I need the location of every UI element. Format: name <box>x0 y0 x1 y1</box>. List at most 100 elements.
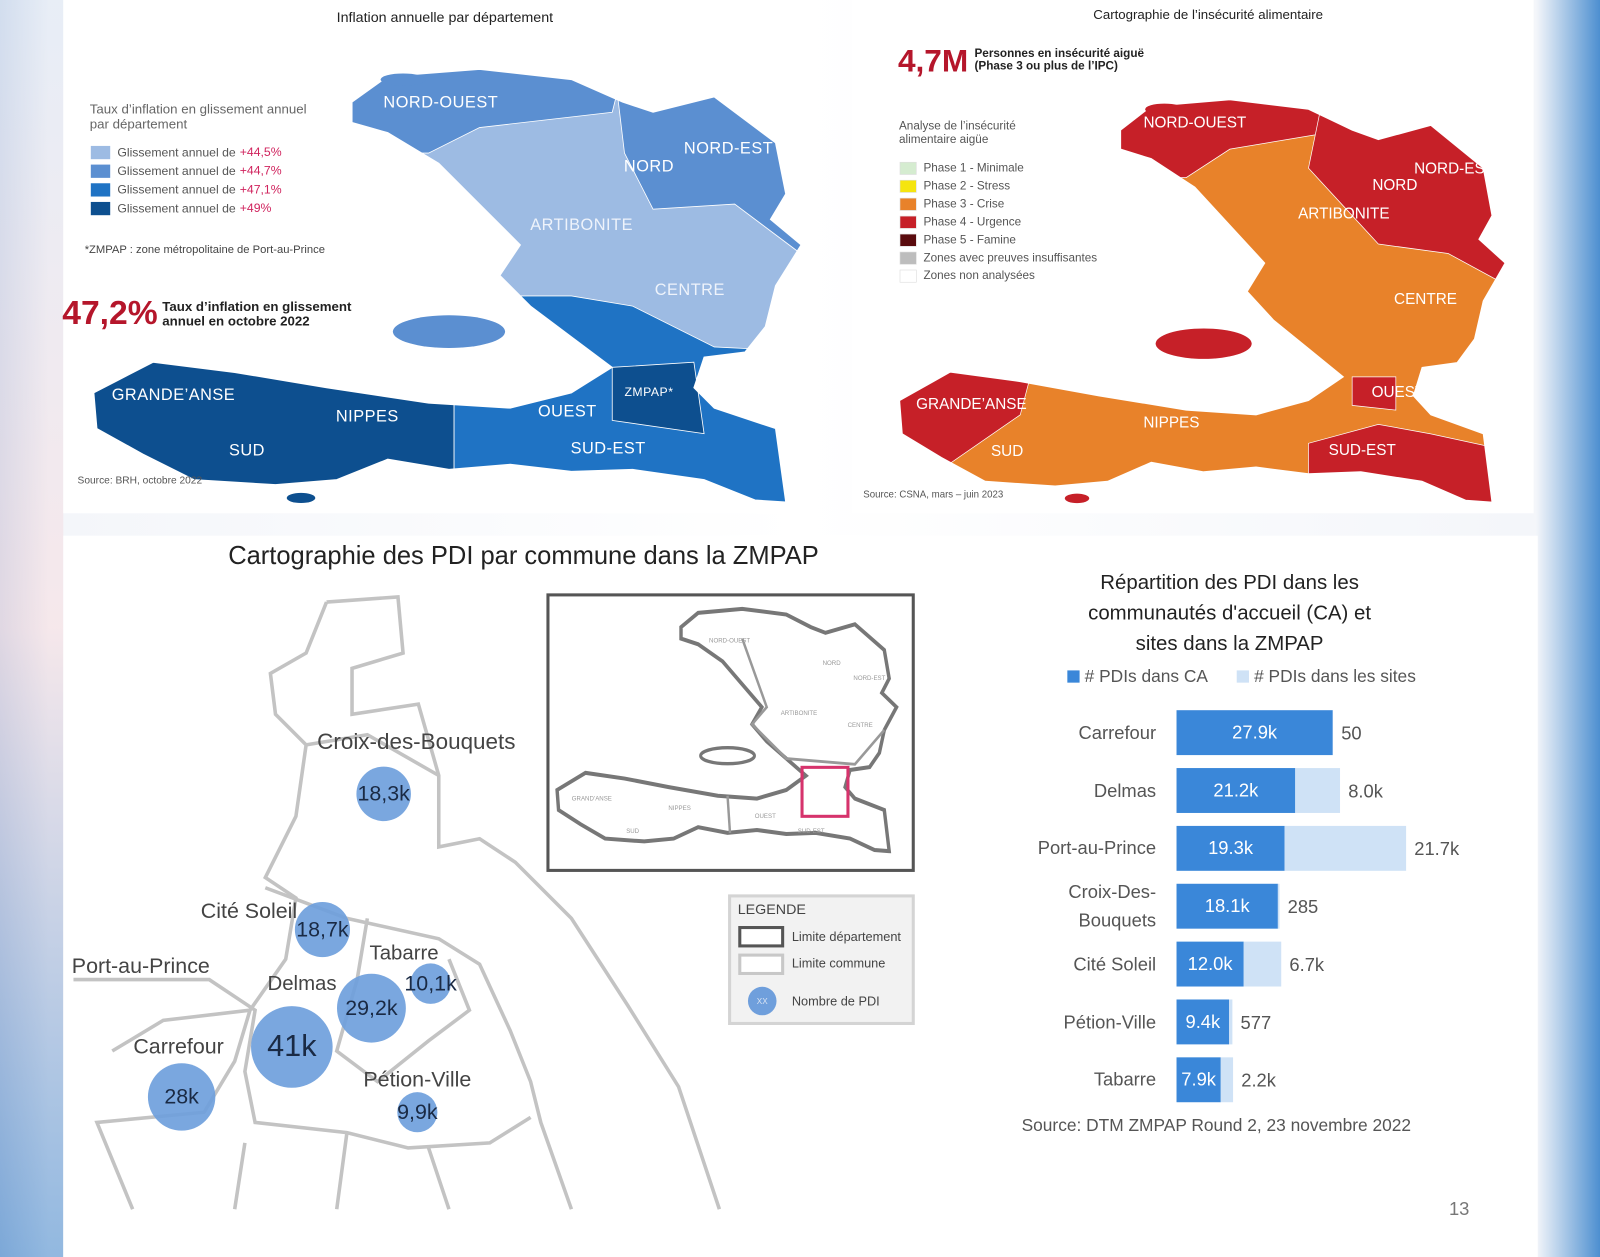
bar <box>1295 768 1341 813</box>
value-label: 6.7k <box>1289 954 1325 975</box>
region-label: SUD-EST <box>1329 442 1396 459</box>
pdi-bubble <box>336 973 406 1043</box>
value-label: 9.4k <box>1185 1011 1221 1032</box>
inset-label: SUD <box>626 828 639 835</box>
commune-name: Port-au-Prince <box>72 954 210 978</box>
inset-label: OUEST <box>755 813 776 820</box>
legend-swatch <box>899 179 917 193</box>
y-tick-label: Croix-Des-Bouquets <box>1068 881 1157 931</box>
value-label: 12.0k <box>1188 953 1234 974</box>
legend-value: +44,5% <box>240 145 282 159</box>
legend-label: Glissement annuel de +49% <box>117 201 271 215</box>
region-label: CENTRE <box>1394 291 1457 308</box>
legend-swatch <box>899 215 917 229</box>
commune-boundary <box>264 886 574 1210</box>
map-title: Cartographie de l’insécurité alimentaire <box>1093 7 1323 22</box>
bar <box>1176 825 1285 871</box>
legend-value: +44,7% <box>240 164 282 178</box>
outline <box>93 68 802 503</box>
legend-symbol <box>738 926 785 948</box>
pdi-bubble <box>397 1092 438 1133</box>
legend-swatch <box>899 251 917 265</box>
zoom-box <box>800 765 850 818</box>
legend-swatch <box>899 197 917 211</box>
legend-label: Zones avec preuves insuffisantes <box>923 251 1097 264</box>
legend-value: +47,1% <box>240 183 282 197</box>
region-label: NORD <box>1372 177 1417 194</box>
bubble-label: 10,1k <box>404 971 457 995</box>
legend-label: Zones non analysées <box>923 269 1035 282</box>
legend-swatch <box>899 161 917 175</box>
region-label: NORD-EST <box>1414 160 1494 177</box>
legend-swatch <box>90 201 111 216</box>
value-label: 21.7k <box>1414 838 1460 859</box>
legend-label: Glissement annuel de +44,5% <box>117 145 281 159</box>
inset-label: SUD-EST <box>798 828 825 835</box>
chart-title: Répartition des PDI dans les communautés… <box>1088 571 1372 656</box>
page-number: 13 <box>1449 1198 1469 1219</box>
source: Source: BRH, octobre 2022 <box>78 475 203 486</box>
value-label: 19.3k <box>1208 837 1254 858</box>
region-label: GRANDE’ANSE <box>916 396 1027 413</box>
note: *ZMPAP : zone métropolitaine de Port-au-… <box>85 244 325 256</box>
value-label: 8.0k <box>1348 780 1384 801</box>
bar <box>1176 999 1230 1045</box>
pdi-bubble <box>410 963 451 1004</box>
bar <box>1284 825 1407 871</box>
bubble-label: 18,3k <box>357 782 410 806</box>
inset-label: CENTRE <box>848 722 873 729</box>
region-label: NIPPES <box>1143 415 1199 432</box>
value-label: 285 <box>1288 896 1319 917</box>
region <box>1351 376 1397 411</box>
y-tick-label: Port-au-Prince <box>1037 838 1157 859</box>
legend-symbol <box>738 953 785 975</box>
bar <box>1176 1057 1221 1103</box>
region-label: NORD-EST <box>684 139 773 157</box>
legend-label: Nombre de PDI <box>792 993 880 1008</box>
headline-text: Personnes en insécurité aiguë (Phase 3 o… <box>974 47 1145 73</box>
legend-swatch <box>899 233 917 247</box>
legend-label: Phase 1 - Minimale <box>923 161 1023 174</box>
inset-label: NIPPES <box>668 805 690 812</box>
island <box>392 315 506 348</box>
legend-symbol-label: XX <box>757 997 768 1006</box>
legend-title: LEGENDE <box>738 902 806 918</box>
legend-symbol <box>747 986 777 1016</box>
y-tick-label: Cité Soleil <box>1073 953 1157 975</box>
legend-value: +49% <box>240 201 272 215</box>
commune-name: Tabarre <box>370 942 439 964</box>
region-label: NIPPES <box>336 408 399 426</box>
headline-text: Taux d’inflation en glissement annuel en… <box>162 298 352 329</box>
legend-label: # PDIs dans les sites <box>1254 666 1416 686</box>
value-label: 2.2k <box>1241 1070 1277 1091</box>
pdi-bubble <box>356 766 411 822</box>
pdi-bubble <box>251 1006 333 1088</box>
legend-label: # PDIs dans CA <box>1085 666 1209 686</box>
value-label: 7.9k <box>1181 1069 1217 1090</box>
island <box>286 492 316 504</box>
inset-map <box>555 606 899 854</box>
map-title: Inflation annuelle par département <box>337 10 554 26</box>
commune-boundary <box>305 732 440 778</box>
pdi-bubble <box>294 902 351 958</box>
legend-swatch <box>90 145 111 160</box>
commune-name: Carrefour <box>133 1035 223 1059</box>
value-label: 21.2k <box>1213 779 1259 800</box>
region-label: OUEST <box>1372 384 1425 401</box>
inset-label: NORD-OUEST <box>709 637 750 644</box>
island <box>1155 328 1252 359</box>
commune-boundary <box>111 1008 451 1210</box>
commune-name: Delmas <box>267 973 336 995</box>
background-edge <box>0 0 64 1257</box>
commune-name: Croix-des-Bouquets <box>317 729 515 754</box>
legend-label: Glissement annuel de +44,7% <box>117 164 281 178</box>
region-label: GRANDE’ANSE <box>112 386 235 404</box>
bar <box>1229 999 1233 1045</box>
legend-title: Taux d’inflation en glissement annuel pa… <box>89 101 307 132</box>
commune-name: Cité Soleil <box>201 899 297 923</box>
bar <box>1176 941 1244 987</box>
legend-swatch <box>90 164 111 178</box>
inset-boundary <box>741 638 886 766</box>
legend-label: Limite département <box>792 929 902 944</box>
